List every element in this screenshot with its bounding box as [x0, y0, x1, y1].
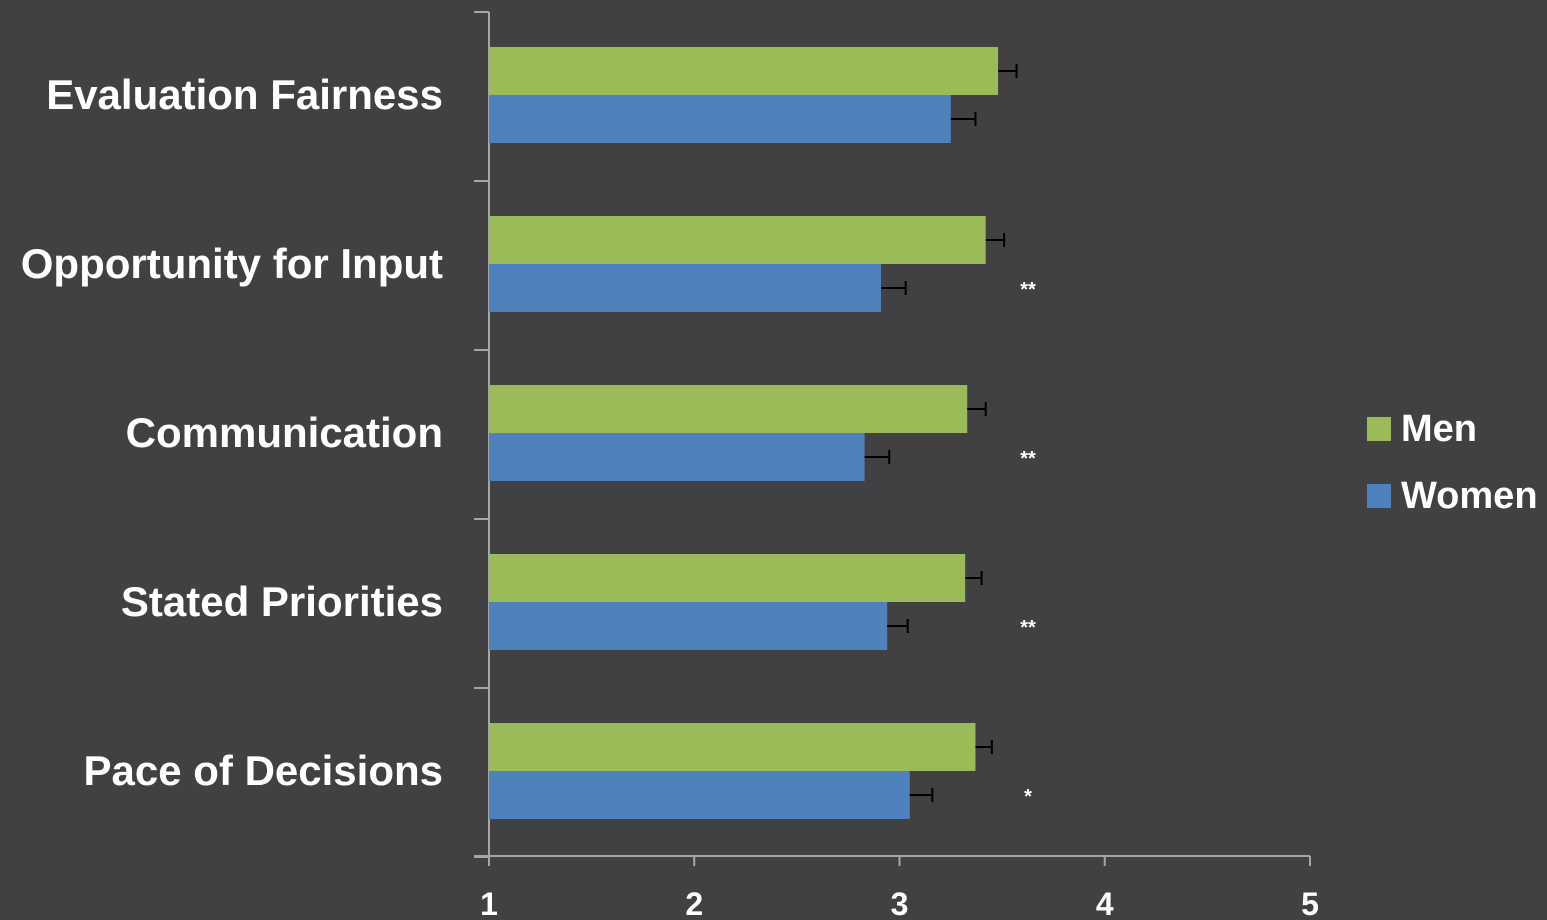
bar-men	[489, 385, 968, 433]
error-bar-men	[975, 740, 993, 754]
error-bars	[864, 64, 1018, 802]
bar-women	[489, 433, 865, 481]
bar-women	[489, 771, 910, 819]
category-label: Pace of Decisions	[84, 747, 443, 794]
bar-women	[489, 95, 951, 143]
category-label: Stated Priorities	[121, 578, 443, 625]
error-bar-men	[985, 233, 1006, 247]
significance-marker: **	[1020, 279, 1036, 301]
legend: Men Women	[1367, 408, 1538, 517]
category-label: Evaluation Fairness	[46, 71, 443, 118]
category-labels: Evaluation Fairness Opportunity for Input…	[21, 71, 443, 794]
bar-men	[489, 723, 976, 771]
error-bar-women	[881, 281, 907, 295]
bars	[489, 47, 999, 819]
legend-swatch-men	[1367, 417, 1391, 441]
x-tick-label: 2	[685, 886, 703, 920]
error-bar-men	[998, 64, 1018, 78]
legend-label-women: Women	[1401, 475, 1538, 517]
significance-marker: **	[1020, 448, 1036, 470]
error-bar-women	[909, 788, 934, 802]
error-bar-men	[967, 402, 987, 416]
error-bar-women	[887, 619, 909, 633]
error-bar-women	[950, 112, 977, 126]
x-tick-label: 4	[1096, 886, 1114, 920]
x-tick-label: 5	[1301, 886, 1319, 920]
x-tick-labels: 1 2 3 4 5	[480, 886, 1319, 920]
x-tick-label: 3	[891, 886, 909, 920]
significance-markers: *******	[1020, 279, 1036, 808]
category-label: Opportunity for Input	[21, 240, 443, 287]
legend-swatch-women	[1367, 484, 1391, 508]
bar-men	[489, 554, 966, 602]
significance-marker: **	[1020, 617, 1036, 639]
bar-women	[489, 602, 888, 650]
category-label: Communication	[126, 409, 443, 456]
bar-men	[489, 47, 999, 95]
x-tick-label: 1	[480, 886, 498, 920]
error-bar-women	[864, 450, 891, 464]
error-bar-men	[965, 571, 983, 585]
bar-men	[489, 216, 986, 264]
legend-label-men: Men	[1401, 408, 1477, 450]
significance-marker: *	[1024, 786, 1032, 808]
bar-women	[489, 264, 882, 312]
